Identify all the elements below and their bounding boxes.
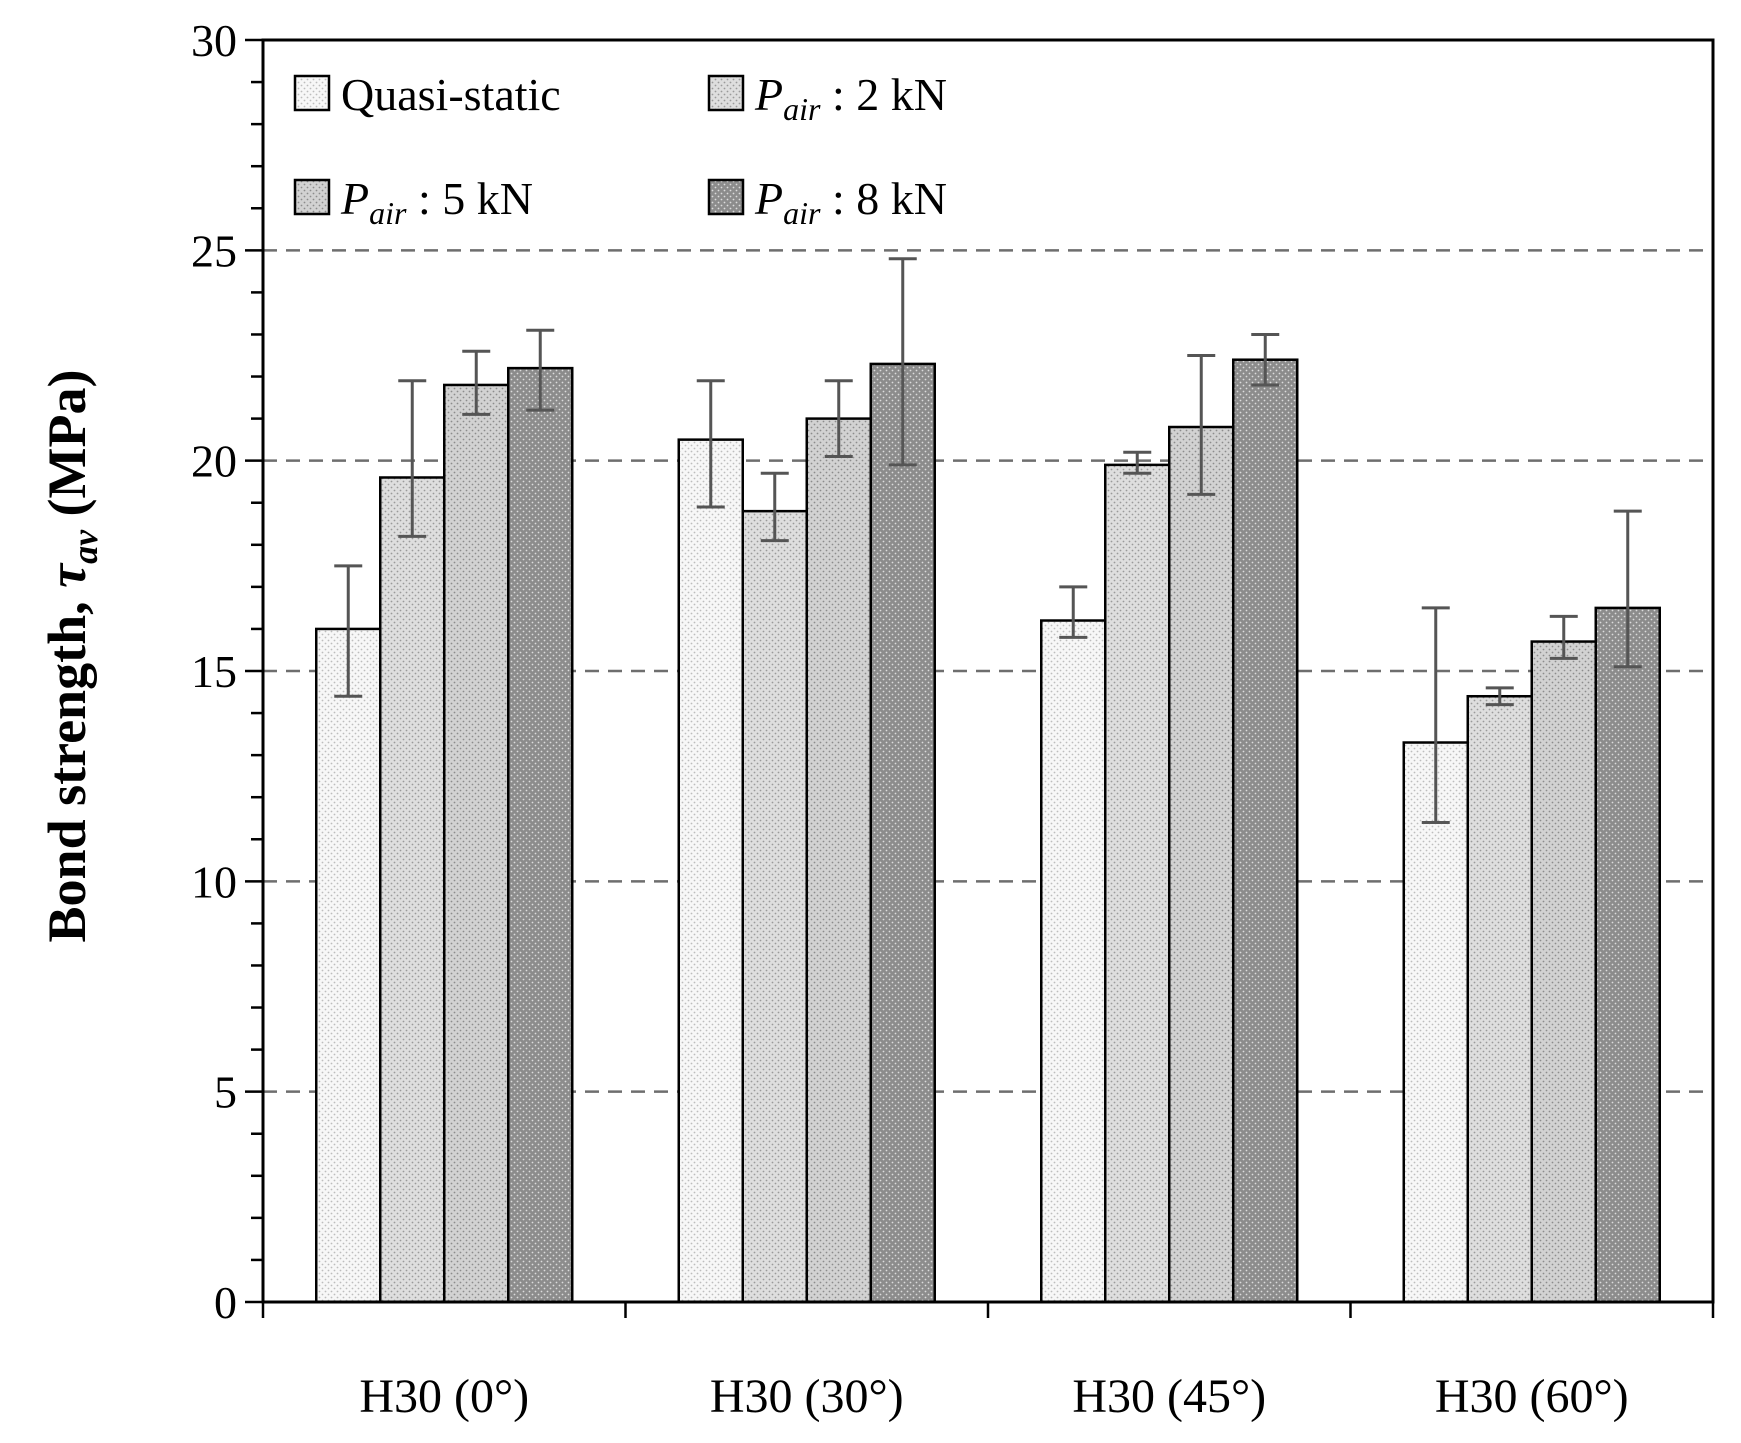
bar xyxy=(677,438,744,1304)
x-category-label: H30 (45°) xyxy=(1072,1370,1266,1423)
bar xyxy=(443,383,510,1304)
legend-label: Quasi-static xyxy=(341,69,561,120)
x-category-label: H30 (60°) xyxy=(1435,1370,1629,1423)
bar xyxy=(1168,425,1235,1304)
y-tick-label: 25 xyxy=(191,225,237,276)
bar xyxy=(869,362,936,1304)
bar xyxy=(1466,694,1533,1304)
bar xyxy=(1040,619,1107,1304)
legend-swatch xyxy=(707,178,745,216)
bar xyxy=(315,627,382,1304)
y-tick-label: 20 xyxy=(191,436,237,487)
legend-item: Pair : 2 kN xyxy=(707,69,947,127)
bar xyxy=(1232,358,1299,1304)
legend-item: Pair : 5 kN xyxy=(293,173,533,231)
legend-label: Pair : 8 kN xyxy=(754,173,947,231)
legend-item: Pair : 8 kN xyxy=(707,173,947,231)
legend: Quasi-static Pair : 2 kN Pair : 5 kN Pair :… xyxy=(293,69,947,231)
bar xyxy=(1594,606,1661,1304)
bar xyxy=(379,476,446,1304)
error-bars xyxy=(334,257,1642,824)
y-tick-label: 10 xyxy=(191,856,237,907)
legend-item: Quasi-static xyxy=(293,69,561,120)
bar xyxy=(1530,640,1597,1304)
legend-swatch xyxy=(293,178,331,216)
bar xyxy=(507,366,574,1304)
legend-swatch xyxy=(293,74,331,112)
bar xyxy=(1402,741,1469,1304)
legend-label: Pair : 2 kN xyxy=(754,69,947,127)
legend-label: Pair : 5 kN xyxy=(340,173,533,231)
y-tick-label: 30 xyxy=(191,15,237,66)
bars xyxy=(315,358,1661,1304)
y-tick-label: 15 xyxy=(191,646,237,697)
y-axis-label: Bond strength, τav (MPa) xyxy=(37,370,105,943)
x-category-label: H30 (0°) xyxy=(359,1370,529,1423)
bar xyxy=(1104,463,1171,1304)
x-category-label: H30 (30°) xyxy=(710,1370,904,1423)
bar xyxy=(805,417,872,1304)
legend-swatch xyxy=(707,74,745,112)
axes: 0 5 10 15 20 25 30 H30 (0°) H30 (30°) H30 (45°) H3… xyxy=(191,15,1715,1423)
y-tick-label: 5 xyxy=(214,1067,237,1118)
y-tick-label: 0 xyxy=(214,1277,237,1328)
bar xyxy=(741,509,808,1304)
